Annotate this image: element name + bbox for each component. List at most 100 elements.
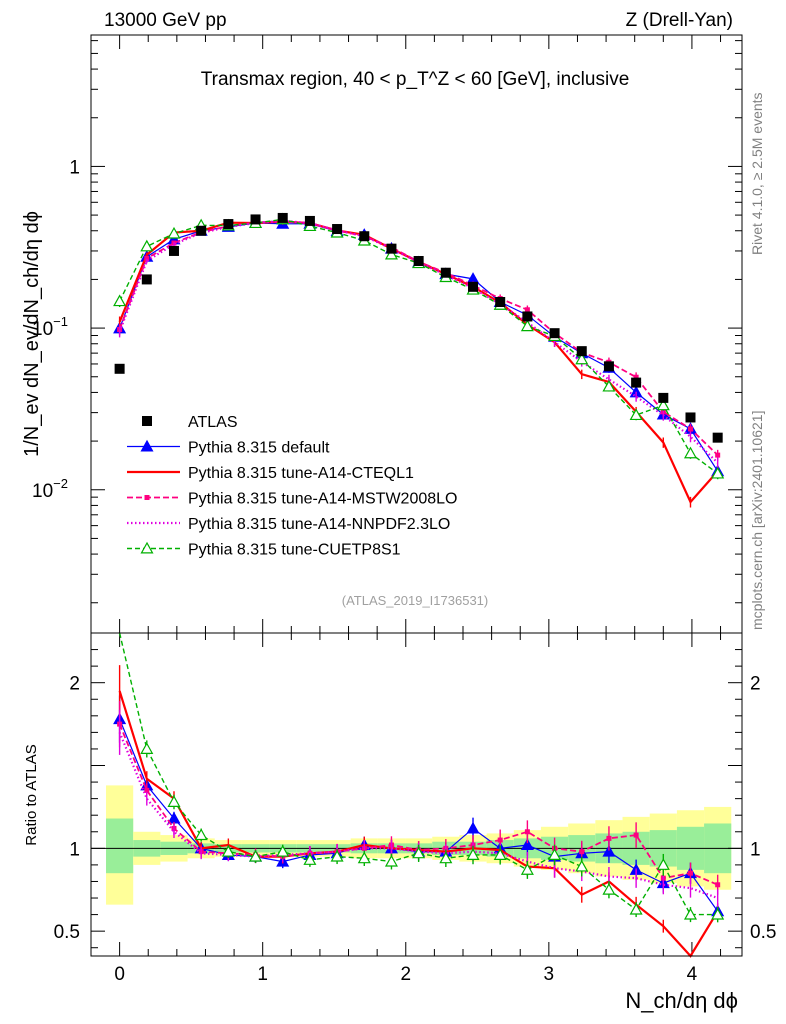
data-point <box>579 849 585 855</box>
mcplots-label: mcplots.cern.ch [arXiv:2401.10621] <box>749 411 765 630</box>
x-tick-label: 1 <box>257 964 268 985</box>
data-point <box>656 858 670 870</box>
data-point <box>602 844 616 857</box>
atlas-data-point <box>168 245 179 256</box>
main-panel: 10−210−11 Transmax region, 40 < p_T^Z < … <box>21 34 743 634</box>
data-point <box>575 352 589 365</box>
legend-entry: Pythia 8.315 tune-CUETP8S1 <box>127 542 401 559</box>
data-point <box>466 848 480 860</box>
atlas-data-point <box>304 215 315 226</box>
data-point <box>140 541 154 554</box>
ratio-tick-label-right: 2 <box>750 674 761 695</box>
y-tick-label: 1 <box>69 157 80 178</box>
atlas-data-point <box>522 311 533 322</box>
data-point <box>493 848 507 860</box>
atlas-data-point <box>495 296 506 307</box>
atlas-data-point <box>658 392 669 403</box>
legend-entry: Pythia 8.315 tune-A14-CTEQL1 <box>127 465 414 482</box>
atlas-data-point <box>277 212 288 223</box>
ratio-tick-label-left: 0.5 <box>54 922 80 943</box>
ratio-tick-label-left: 2 <box>69 674 80 695</box>
data-point <box>524 307 530 313</box>
x-tick-label: 4 <box>687 964 698 985</box>
atlas-data-point <box>332 224 343 235</box>
x-tick-label: 3 <box>544 964 555 985</box>
band-inner <box>106 818 134 874</box>
header-right: Z (Drell-Yan) <box>626 10 733 31</box>
atlas-data-point <box>468 281 479 292</box>
data-point <box>606 835 612 841</box>
data-point <box>303 853 317 865</box>
data-point <box>439 851 453 864</box>
data-point <box>687 870 693 876</box>
y-tick-label: 10−2 <box>32 476 68 502</box>
data-point <box>113 294 127 307</box>
data-point <box>194 828 208 841</box>
data-point <box>249 849 263 862</box>
x-tick-label: 2 <box>400 964 411 985</box>
ratio-plot-frame <box>90 632 743 957</box>
atlas-data-point <box>440 267 451 278</box>
data-point <box>221 844 235 857</box>
atlas-data-point <box>250 214 261 225</box>
data-point <box>683 907 698 920</box>
data-point <box>140 742 154 754</box>
legend-label: Pythia 8.315 tune-A14-NNPDF2.3LO <box>188 516 450 533</box>
data-point <box>575 859 589 872</box>
atlas-data-point <box>114 363 125 374</box>
x-tick-label: 0 <box>114 964 125 985</box>
legend-label-atlas: ATLAS <box>188 414 238 431</box>
data-point <box>548 848 562 860</box>
ratio-panel: 0 1 2 3 4 0.5 0.5 1 1 2 2 Ratio to ATLAS <box>23 632 776 985</box>
ratio-axis-label: Ratio to ATLAS <box>23 744 40 845</box>
legend-swatch-atlas <box>142 416 152 426</box>
data-point <box>330 849 344 862</box>
data-point <box>144 495 150 500</box>
data-point <box>683 446 698 459</box>
atlas-data-point <box>386 243 397 254</box>
legend-entry-atlas: ATLAS <box>142 414 238 431</box>
legend-entry: Pythia 8.315 tune-A14-MSTW2008LO <box>127 491 457 508</box>
legend-label: Pythia 8.315 tune-A14-CTEQL1 <box>188 465 414 482</box>
data-point <box>629 408 643 421</box>
ratio-tick-label-right: 0.5 <box>750 922 776 943</box>
data-point <box>629 902 643 915</box>
legend-label: Pythia 8.315 tune-CUETP8S1 <box>188 542 401 559</box>
data-point <box>144 787 150 793</box>
ratio-series-line <box>118 632 718 916</box>
data-point <box>602 379 616 392</box>
atlas-data-point <box>141 274 152 285</box>
data-point <box>687 426 693 432</box>
data-point <box>524 829 530 835</box>
legend-label: Pythia 8.315 tune-A14-MSTW2008LO <box>188 491 457 508</box>
legend-label: Pythia 8.315 default <box>188 440 330 457</box>
data-point <box>466 821 480 834</box>
data-point <box>602 883 616 895</box>
data-point <box>167 226 181 239</box>
ratio-series-line <box>118 731 719 900</box>
data-point <box>715 882 721 888</box>
atlas-data-point <box>359 231 370 242</box>
atlas-data-point <box>196 225 207 236</box>
data-point <box>711 907 725 920</box>
y-tick-exponent: −1 <box>53 314 68 329</box>
data-point <box>497 837 503 843</box>
data-point <box>715 452 721 458</box>
header-left: 13000 GeV pp <box>104 10 227 31</box>
data-point <box>633 374 639 380</box>
x-axis-label: N_ch/dη dϕ <box>625 988 738 1013</box>
data-point <box>412 846 426 859</box>
y-tick-exponent: −2 <box>53 476 68 491</box>
data-point <box>520 838 534 851</box>
atlas-data-point <box>549 328 560 339</box>
data-point <box>140 239 154 252</box>
y-axis-label: 1/N_ev dN_ev/dN_ch/dη dϕ <box>21 211 43 457</box>
atlas-data-point <box>576 346 587 357</box>
ratio-tick-label-left: 1 <box>69 839 80 860</box>
atlas-data-point <box>603 361 614 372</box>
atlas-data-point <box>631 377 642 388</box>
data-point <box>656 398 670 411</box>
data-point <box>384 247 398 260</box>
atlas-data-point <box>223 219 234 230</box>
